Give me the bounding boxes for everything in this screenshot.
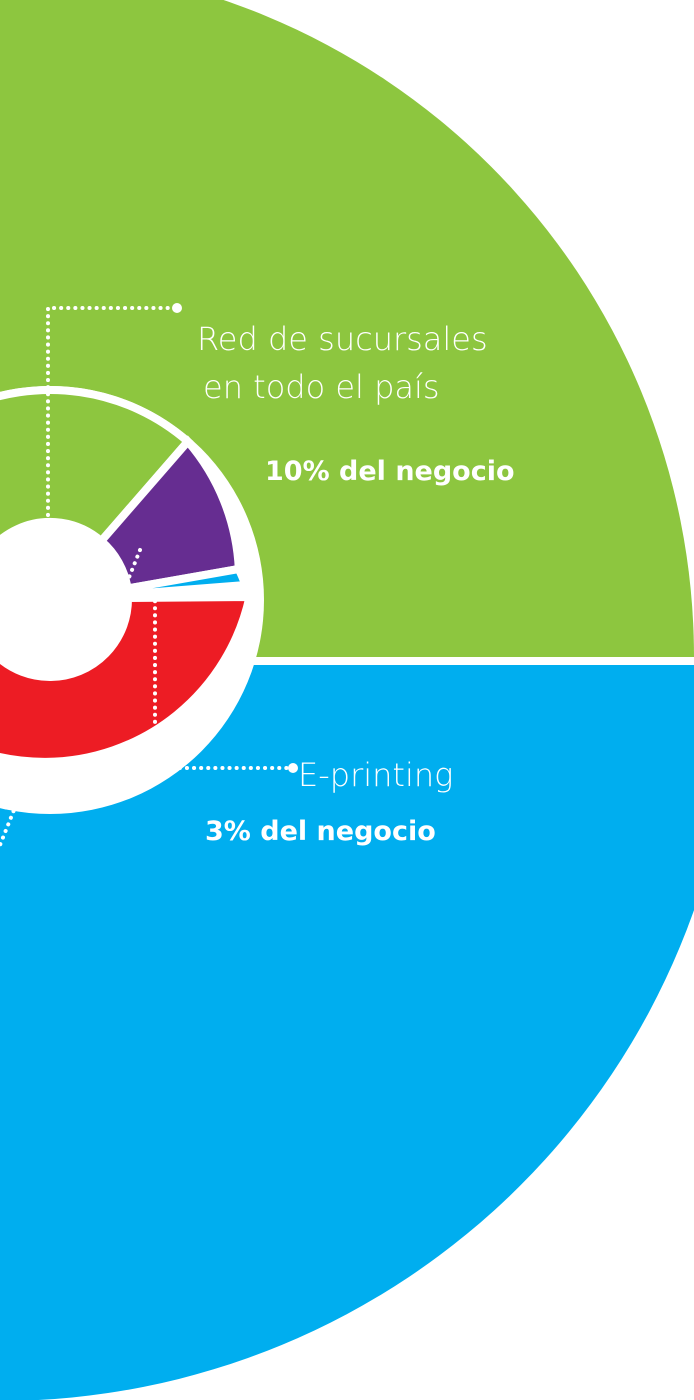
donut	[0, 386, 264, 814]
blue-quarter	[0, 665, 694, 1400]
leader-dot	[288, 763, 298, 773]
label-line: en todo el país	[203, 368, 440, 406]
leader-line	[118, 548, 142, 602]
share-label: 3% del negocio	[205, 816, 436, 847]
label-line: Red de sucursales	[197, 320, 488, 358]
segment-green	[0, 386, 194, 547]
leader-dot	[172, 303, 182, 313]
label-line: E-printing	[298, 756, 453, 794]
share-label: 10% del negocio	[265, 456, 515, 487]
donut-hole	[0, 524, 126, 676]
segment-red	[0, 592, 255, 766]
leader-line	[0, 763, 34, 847]
leader-line	[46, 306, 174, 517]
leader-line	[153, 592, 290, 770]
